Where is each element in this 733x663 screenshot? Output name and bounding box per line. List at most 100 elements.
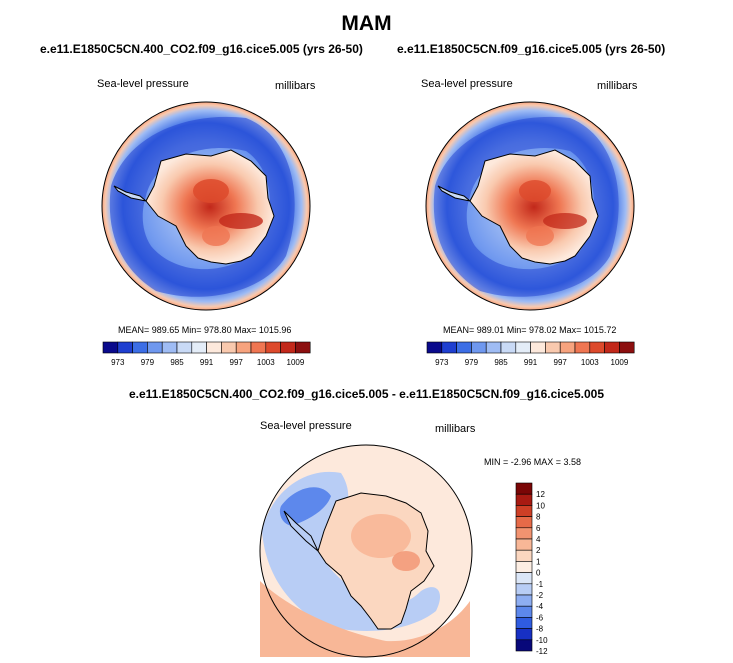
panel-left-units-label: millibars (275, 80, 316, 92)
colorbar-1-box-8 (545, 341, 561, 354)
colorbar-0-tick-0: 973 (111, 358, 125, 367)
diff-colorbar-box-0 (515, 482, 533, 495)
panel-left-low-band (109, 116, 295, 297)
colorbar-1-box-0 (426, 341, 443, 354)
panel-right-low-band (433, 116, 619, 297)
diff-colorbar-box-11 (515, 605, 533, 618)
diff-colorbar-box-6 (515, 549, 533, 562)
panel-left-stats: MEAN= 989.65 Min= 978.80 Max= 1015.96 (118, 325, 292, 335)
panel-left-variable-label: Sea-level pressure (97, 78, 189, 90)
diff-colorbar-tick-0: 12 (536, 490, 545, 499)
colorbar-0-tick-6: 1009 (287, 358, 305, 367)
panel-diff-polar-map (259, 444, 473, 658)
colorbar-1-tick-0: 973 (435, 358, 449, 367)
panel-left-peninsula (113, 185, 147, 202)
diff-colorbar-box-10 (515, 594, 533, 607)
colorbar-1-box-4 (485, 341, 502, 354)
diff-colorbar-tick-1: 10 (536, 501, 545, 510)
colorbar-1-box-13 (619, 341, 635, 354)
panel-diff-positive-core (351, 514, 411, 558)
diff-colorbar-box-3 (515, 516, 533, 529)
colorbar-0-box-4 (161, 341, 178, 354)
panel-diff-title: e.e11.E1850C5CN.400_CO2.f09_g16.cice5.00… (128, 387, 604, 401)
colorbar-1-box-3 (471, 341, 487, 354)
diff-colorbar-tick-4: 4 (536, 535, 541, 544)
colorbar-1-tick-6: 1009 (611, 358, 629, 367)
colorbar-0-tick-5: 1003 (257, 358, 275, 367)
diff-colorbar-box-5 (515, 538, 533, 551)
panel-left-colorbar: 973979985991997100310091015 (102, 341, 311, 367)
panel-diff-variable-label: Sea-level pressure (260, 420, 352, 432)
colorbar-1-box-12 (604, 341, 620, 354)
panel-diff-units-label: millibars (435, 423, 476, 435)
panel-right-stats: MEAN= 989.01 Min= 978.02 Max= 1015.72 (443, 325, 617, 335)
diff-colorbar-box-7 (515, 561, 533, 573)
panel-right-antarctica (469, 149, 599, 265)
colorbar-1-box-10 (574, 341, 591, 354)
colorbar-1-box-9 (559, 341, 576, 354)
panel-right-map-border (425, 101, 635, 311)
panel-left-high-core (193, 179, 229, 203)
diff-colorbar-box-1 (515, 493, 533, 506)
colorbar-1-box-2 (456, 341, 472, 354)
panel-left-map-border (101, 101, 311, 311)
diff-colorbar-box-13 (515, 628, 533, 641)
colorbar-0-box-1 (117, 341, 133, 354)
diff-colorbar-tick-5: 2 (536, 546, 541, 555)
panel-right-high-core (519, 180, 551, 202)
diff-colorbar-tick-2: 8 (536, 513, 541, 522)
diff-colorbar-tick-12: -8 (536, 625, 544, 634)
panel-left-high-east (219, 213, 263, 229)
panel-left-polar-map (101, 101, 311, 311)
diff-colorbar-tick-13: -10 (536, 636, 548, 645)
diff-colorbar-box-2 (515, 505, 533, 517)
panel-diff-peninsula (283, 510, 319, 552)
colorbar-0-tick-4: 997 (230, 358, 244, 367)
diff-colorbar-tick-9: -2 (536, 591, 544, 600)
panel-right-peninsula (437, 185, 471, 202)
colorbar-0-box-3 (147, 341, 163, 354)
colorbar-1-box-1 (441, 341, 457, 354)
diff-colorbar-box-9 (515, 583, 533, 596)
panel-diff-positive-band (260, 581, 470, 657)
colorbar-1-box-11 (589, 341, 605, 354)
panel-diff-positive-peak (392, 551, 420, 571)
panel-right-title: e.e11.E1850C5CN.f09_g16.cice5.005 (yrs 2… (397, 42, 666, 56)
colorbar-1-tick-4: 997 (554, 358, 568, 367)
diff-colorbar-tick-8: -1 (536, 580, 544, 589)
diff-colorbar-tick-7: 0 (536, 569, 541, 578)
diff-colorbar-box-14 (515, 639, 533, 652)
diff-colorbar-tick-6: 1 (536, 557, 541, 566)
panel-left-title: e.e11.E1850C5CN.400_CO2.f09_g16.cice5.00… (40, 42, 363, 56)
diff-colorbar-tick-14: -12 (536, 647, 548, 654)
panel-right-units-label: millibars (597, 80, 638, 92)
panel-diff-stats: MIN = -2.96 MAX = 3.58 (484, 457, 582, 467)
panel-left-antarctica (145, 149, 275, 265)
colorbar-0-box-8 (221, 341, 237, 354)
panel-right-variable-label: Sea-level pressure (421, 78, 513, 90)
colorbar-0-box-13 (295, 341, 311, 354)
panel-diff-map-border (259, 444, 473, 658)
diff-colorbar-box-12 (515, 617, 533, 629)
colorbar-0-box-12 (280, 341, 296, 354)
colorbar-0-tick-2: 985 (170, 358, 184, 367)
colorbar-1-box-7 (530, 341, 546, 354)
colorbar-0-box-6 (191, 341, 207, 354)
colorbar-1-tick-5: 1003 (581, 358, 599, 367)
colorbar-0-box-7 (206, 341, 222, 354)
colorbar-0-box-2 (132, 341, 148, 354)
diff-colorbar-box-4 (515, 527, 533, 540)
colorbar-0-box-11 (265, 341, 281, 354)
colorbar-1-box-6 (515, 341, 531, 354)
panel-right-polar-map (425, 101, 635, 311)
panel-diff-negative-core (279, 487, 331, 526)
diff-colorbar-tick-11: -6 (536, 613, 544, 622)
colorbar-0-box-0 (102, 341, 119, 354)
colorbar-1-box-5 (500, 341, 517, 354)
colorbar-1-tick-1: 979 (465, 358, 479, 367)
colorbar-0-box-5 (176, 341, 193, 354)
diff-colorbar-box-8 (515, 572, 533, 585)
colorbar-1-tick-2: 985 (494, 358, 508, 367)
panel-right-high-east (543, 213, 587, 229)
